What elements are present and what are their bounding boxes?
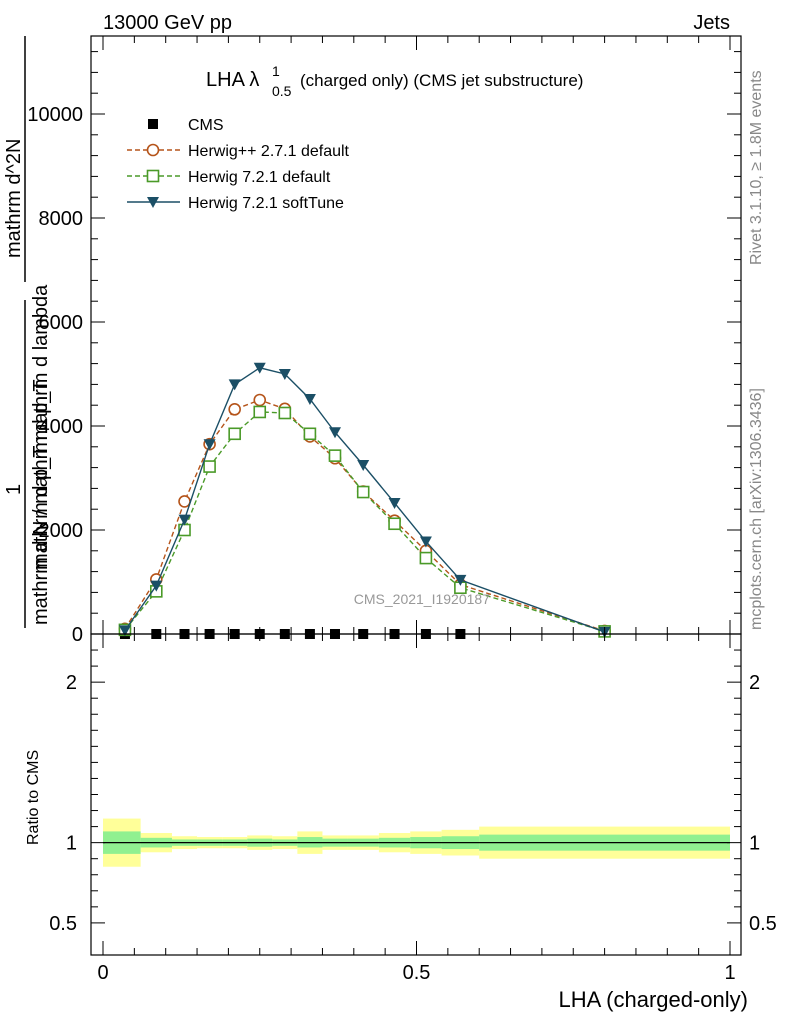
herwig721-default-point <box>356 485 370 499</box>
title-superscript: 1 <box>272 63 280 79</box>
herwig721-softtune-point <box>419 536 432 548</box>
main-ytick-label: 4000 <box>39 416 84 438</box>
title-main: LHA λ <box>206 69 259 91</box>
xtick-label: 1 <box>724 962 735 984</box>
herwig721-softtune-point <box>253 362 266 374</box>
ylabel-denominator: mathrm d p_T mathrm d lambda <box>30 284 52 570</box>
legend-label: Herwig 7.2.1 default <box>188 169 331 186</box>
herwigpp-point <box>178 495 191 508</box>
herwig721-softtune-point <box>388 497 401 509</box>
herwig721-softtune-point <box>118 625 131 637</box>
ratio-bands <box>103 818 730 867</box>
series-3 <box>118 362 611 638</box>
watermark: CMS_2021_I1920187 <box>354 591 490 607</box>
title-rest: (charged only) (CMS jet substructure) <box>300 71 583 90</box>
herwigpp-point <box>146 143 160 157</box>
legend-entry: Herwig 7.2.1 softTune <box>127 195 344 212</box>
ratio-ylabel: Ratio to CMS <box>25 750 42 845</box>
herwig721-softtune-point <box>178 514 191 526</box>
title-subscript: 0.5 <box>272 83 292 99</box>
herwig721-softtune-point <box>328 427 341 439</box>
herwig721-default-point <box>303 427 317 441</box>
rivet-label: Rivet 3.1.10, ≥ 1.8M events <box>748 70 765 265</box>
main-ytick-label: 8000 <box>39 208 84 230</box>
main-ytick-label: 2000 <box>39 520 84 542</box>
series-2 <box>118 405 611 638</box>
legend-label: Herwig 7.2.1 softTune <box>188 195 344 212</box>
herwig721-softtune-point <box>150 580 163 592</box>
plot-title: LHA λ <box>206 69 259 91</box>
main-ytick-label: 6000 <box>39 312 84 334</box>
main-ylabel: mathrm d^2N mathrm d p_T mathrm d lambda… <box>3 36 52 628</box>
herwig721-softtune-point <box>228 379 241 391</box>
legend-entry: Herwig 7.2.1 default <box>127 169 331 186</box>
ratio-axes: 0.5 0.5 1 1 2 2 0 0.5 1 <box>49 633 777 984</box>
main-ytick-label: 10000 <box>27 104 83 126</box>
xtick-label: 0 <box>97 962 108 984</box>
herwig721-softtune-point <box>278 369 291 380</box>
herwig721-default-point <box>228 427 241 441</box>
herwig721-default-point <box>388 517 401 531</box>
ratio-ytick-label-right: 1 <box>749 833 760 855</box>
ylabel-numerator: mathrm d^2N <box>3 139 25 258</box>
ratio-ytick-label-left: 1 <box>66 833 77 855</box>
legend-label: Herwig++ 2.7.1 default <box>188 143 350 160</box>
ratio-ytick-label-right: 0.5 <box>749 913 777 935</box>
herwig721-softtune-point <box>357 460 370 471</box>
herwig721-default-point <box>419 551 433 565</box>
herwig721-softtune-point <box>454 574 467 586</box>
ylabel-den-left: mathrm d N / mathrm d p_T <box>30 379 52 625</box>
ratio-ytick-label-right: 2 <box>749 672 760 694</box>
main-series-group <box>118 362 611 639</box>
main-ytick-label: 0 <box>72 624 83 646</box>
herwig721-default-point <box>278 406 292 420</box>
cms-data-point <box>148 119 158 129</box>
header-jets: Jets <box>693 12 730 34</box>
legend-label: CMS <box>188 117 224 134</box>
main-axes: 0 2000 4000 6000 8000 10000 <box>27 35 742 646</box>
legend-entry: Herwig++ 2.7.1 default <box>127 143 350 160</box>
ratio-frame <box>90 633 742 956</box>
x-axis-label: LHA (charged-only) <box>558 987 748 1012</box>
herwigpp-point <box>253 393 267 407</box>
herwig721-softtune-point <box>147 197 159 208</box>
herwig721-default-point <box>328 449 342 462</box>
herwig721-softtune-point <box>203 439 216 451</box>
herwig721-default-point <box>203 460 216 473</box>
xtick-label: 0.5 <box>403 962 431 984</box>
mcplots-label: mcplots.cern.ch [arXiv:1306.3436] <box>748 388 765 630</box>
ratio-ytick-label-left: 2 <box>66 672 77 694</box>
header-energy: 13000 GeV pp <box>103 12 232 34</box>
series-line <box>124 367 605 633</box>
legend-entry: CMS <box>148 117 224 134</box>
herwigpp-point <box>228 403 241 416</box>
herwig721-softtune-point <box>303 393 316 405</box>
ylabel-one: 1 <box>3 484 25 495</box>
legend: CMS Herwig++ 2.7.1 default Herwig 7.2.1 de… <box>127 117 350 212</box>
herwig721-default-point <box>253 405 267 419</box>
herwig721-default-point <box>146 169 160 183</box>
ratio-ytick-label-left: 0.5 <box>49 913 77 935</box>
